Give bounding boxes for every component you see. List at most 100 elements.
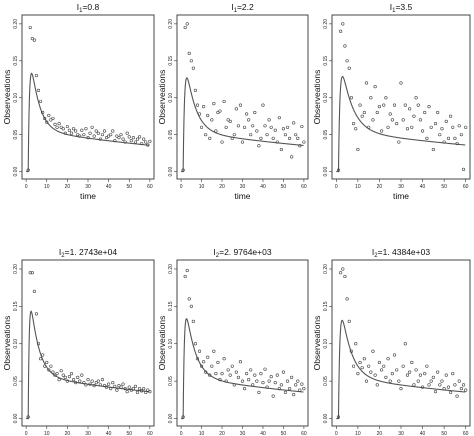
data-point (123, 140, 127, 144)
data-point (457, 379, 461, 383)
data-point (339, 271, 343, 275)
data-point (121, 382, 125, 386)
data-point (382, 103, 386, 107)
data-point (384, 96, 388, 100)
plot-frame (331, 259, 471, 427)
data-point (271, 394, 275, 398)
title-value: =1. 2743e+04 (65, 247, 118, 257)
data-point (49, 364, 53, 368)
data-point (142, 387, 146, 391)
data-point (69, 131, 74, 135)
data-point (228, 119, 232, 123)
data-point (210, 364, 214, 368)
data-point (232, 383, 236, 387)
data-point (375, 110, 379, 115)
data-point (369, 96, 373, 100)
data-point (251, 124, 255, 128)
title-subscript: 1 (392, 8, 396, 14)
data-point (433, 121, 438, 126)
data-point (71, 378, 76, 382)
data-point (111, 129, 115, 133)
data-point (84, 383, 88, 387)
data-point (115, 134, 119, 138)
data-point (57, 378, 61, 382)
data-point (457, 124, 461, 128)
data-point (206, 113, 210, 118)
data-point (349, 96, 354, 100)
data-point (418, 373, 423, 377)
x-tick-label: 40 (420, 184, 426, 190)
data-point (302, 140, 306, 144)
x-axis-label: time (80, 191, 96, 201)
data-point (202, 360, 206, 364)
data-point (117, 136, 121, 140)
x-tick-label: 30 (85, 184, 91, 190)
data-point (204, 133, 208, 137)
data-point (121, 137, 125, 141)
data-point (397, 140, 401, 144)
data-point (249, 133, 253, 137)
data-point (94, 381, 98, 385)
data-point (104, 136, 109, 140)
data-point (144, 140, 148, 144)
x-tick-label: 0 (180, 184, 183, 190)
data-point (446, 385, 451, 389)
data-point (405, 373, 410, 377)
data-point (59, 369, 63, 373)
data-point (436, 370, 440, 374)
data-point (78, 134, 82, 138)
data-point (193, 342, 198, 346)
data-point (345, 297, 349, 301)
data-point (429, 379, 433, 383)
data-point (431, 147, 435, 152)
data-point (78, 379, 82, 383)
data-point (92, 134, 96, 138)
data-point (144, 390, 148, 394)
y-tick-label: 0.00 (13, 413, 19, 423)
data-point (263, 367, 267, 371)
data-point (390, 372, 394, 376)
data-point (257, 390, 261, 394)
data-point (115, 388, 119, 392)
title-value: =0.8 (82, 2, 99, 12)
data-point (193, 88, 198, 92)
data-point (399, 81, 403, 85)
data-point (371, 349, 375, 353)
data-point (453, 136, 457, 140)
panel-title: I1=3.5 (390, 2, 413, 14)
data-point (300, 382, 304, 386)
data-point (351, 121, 356, 126)
data-point (249, 368, 253, 372)
data-point (281, 127, 286, 131)
data-point (336, 168, 341, 172)
data-point (442, 387, 446, 391)
data-point (364, 379, 369, 383)
fitted-curve (26, 72, 150, 173)
x-tick-label: 50 (126, 184, 132, 190)
panel-3: I1=3.5 0 10 20 30 40 50 60 0.00 0.05 0.10 0.15 0.20 t… (312, 2, 471, 201)
data-point (261, 103, 265, 107)
data-point (214, 129, 218, 133)
data-point (226, 118, 230, 122)
panel-1: I1=0.8 0 10 20 30 40 50 60 0.00 0.05 0.10 0.15 0.20 t… (2, 2, 155, 201)
x-tick-label: 10 (199, 184, 205, 190)
x-tick-label: 20 (65, 184, 71, 190)
data-point (392, 103, 397, 107)
data-point (26, 415, 30, 419)
data-point (113, 138, 117, 143)
y-tick-label: 0.00 (323, 413, 329, 423)
data-point (414, 368, 418, 372)
data-point (216, 110, 220, 115)
fitted-curve (336, 319, 466, 420)
data-point (399, 387, 403, 391)
data-point (90, 125, 94, 129)
data-point (47, 113, 51, 118)
data-point (30, 37, 34, 41)
data-point (339, 29, 343, 33)
data-point (273, 381, 277, 385)
data-point (226, 368, 230, 372)
y-tick-label: 0.05 (13, 130, 19, 140)
data-point (36, 88, 41, 92)
data-point (140, 141, 144, 146)
